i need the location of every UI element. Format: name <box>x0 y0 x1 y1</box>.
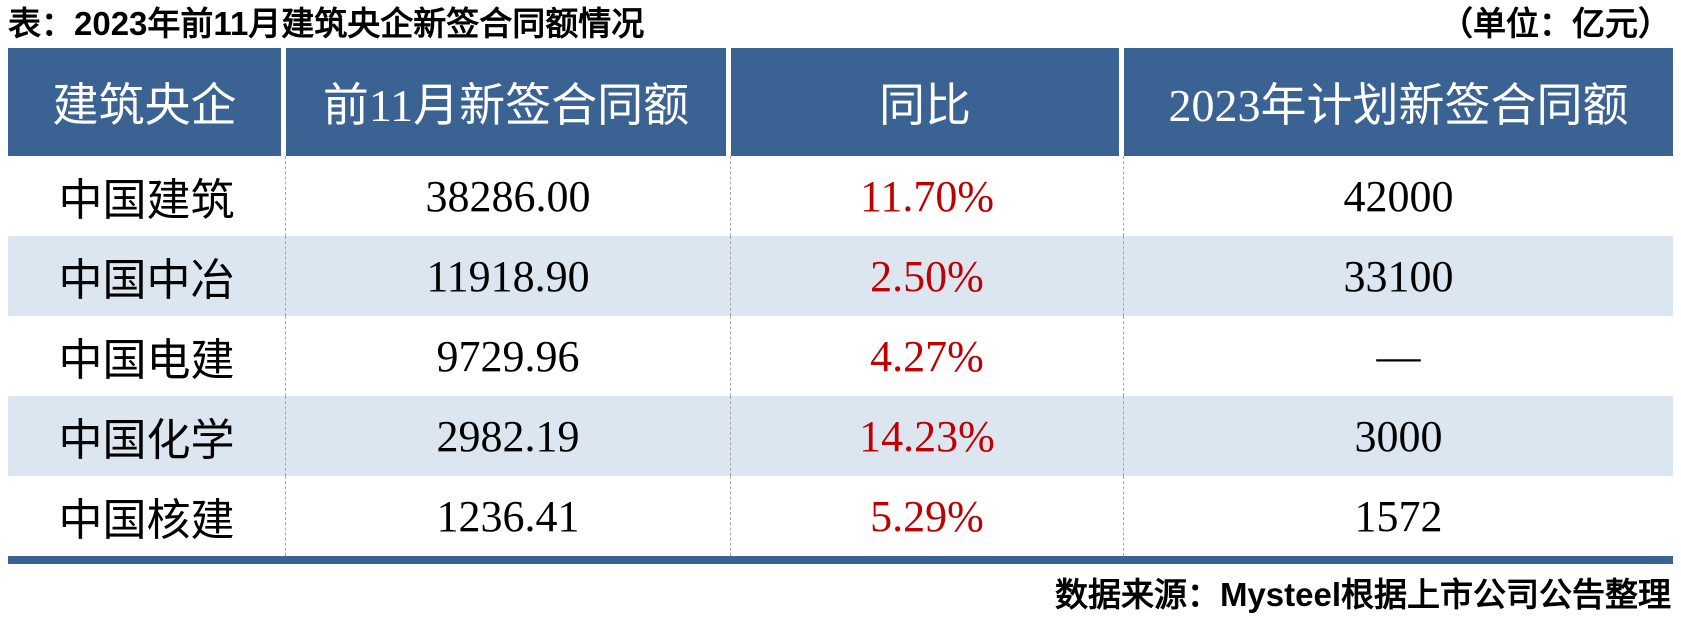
unit-note: （单位：亿元） <box>1440 5 1671 42</box>
source-bar: 数据来源：Mysteel根据上市公司公告整理 <box>8 564 1671 619</box>
cell-yoy: 14.23% <box>731 396 1124 476</box>
table-row: 中国核建 1236.41 5.29% 1572 <box>8 476 1673 556</box>
data-source-note: 数据来源：Mysteel根据上市公司公告整理 <box>1054 575 1671 613</box>
table-row: 中国中冶 11918.90 2.50% 33100 <box>8 236 1673 316</box>
table-bottom-rule <box>8 556 1673 564</box>
cell-company: 中国建筑 <box>8 156 286 236</box>
table-row: 中国电建 9729.96 4.27% — <box>8 316 1673 396</box>
table-row: 中国化学 2982.19 14.23% 3000 <box>8 396 1673 476</box>
cell-new-contracts: 1236.41 <box>286 476 731 556</box>
cell-yoy: 4.27% <box>731 316 1124 396</box>
cell-plan-2023: 1572 <box>1354 491 1443 541</box>
header-cell-new-contracts: 前11月新签合同额 <box>286 48 731 156</box>
cell-company: 中国核建 <box>8 476 286 556</box>
cell-yoy: 2.50% <box>731 236 1124 316</box>
cell-yoy: 5.29% <box>731 476 1124 556</box>
table-title: 表：2023年前11月建筑央企新签合同额情况 <box>8 5 645 42</box>
cell-plan-2023: 42000 <box>1343 171 1454 221</box>
header-cell-company: 建筑央企 <box>8 48 286 156</box>
cell-company: 中国化学 <box>8 396 286 476</box>
cell-plan-2023: — <box>1376 331 1421 381</box>
title-bar: 表：2023年前11月建筑央企新签合同额情况 （单位：亿元） <box>8 0 1671 48</box>
cell-plan-2023: 33100 <box>1343 251 1454 301</box>
contracts-table: 建筑央企 前11月新签合同额 同比 2023年计划新签合同额 中国建筑 3828… <box>8 48 1673 556</box>
cell-company: 中国中冶 <box>8 236 286 316</box>
header-cell-yoy: 同比 <box>731 48 1124 156</box>
cell-new-contracts: 38286.00 <box>286 156 731 236</box>
cell-new-contracts: 11918.90 <box>286 236 731 316</box>
cell-yoy: 11.70% <box>731 156 1124 236</box>
cell-company: 中国电建 <box>8 316 286 396</box>
cell-new-contracts: 2982.19 <box>286 396 731 476</box>
table-header-row: 建筑央企 前11月新签合同额 同比 2023年计划新签合同额 <box>8 48 1673 156</box>
cell-new-contracts: 9729.96 <box>286 316 731 396</box>
cell-plan-2023: 3000 <box>1354 411 1443 461</box>
table-row: 中国建筑 38286.00 11.70% 42000 <box>8 156 1673 236</box>
header-cell-plan-2023: 2023年计划新签合同额 <box>1168 80 1629 131</box>
